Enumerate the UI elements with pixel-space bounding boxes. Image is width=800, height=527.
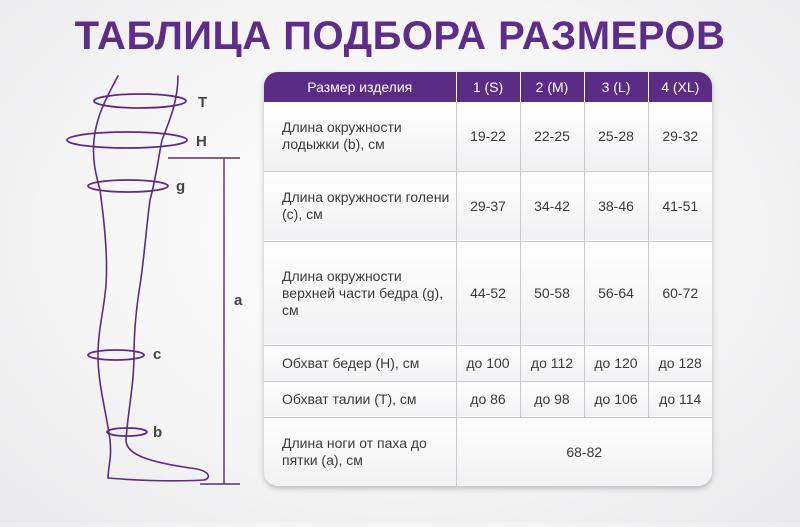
- label-g: g: [176, 178, 186, 195]
- table-cell: 25-28: [584, 102, 649, 172]
- table-cell: до 100: [456, 345, 521, 382]
- table-cell: 38-46: [584, 171, 649, 242]
- table-cell: до 120: [584, 345, 649, 382]
- table-cell: 29-32: [648, 102, 712, 172]
- leg-diagram: T H g a c b: [0, 0, 260, 522]
- table-cell: до 86: [456, 381, 521, 418]
- label-h: H: [196, 133, 207, 150]
- table-cell: до 128: [648, 345, 712, 382]
- label-a: a: [234, 292, 243, 309]
- label-c: c: [153, 346, 162, 363]
- table-cell: до 98: [520, 381, 585, 418]
- page-title: ТАБЛИЦА ПОДБОРА РАЗМЕРОВ: [74, 14, 726, 58]
- table-row: Длина окружности лодыжки (b), см 19-22 2…: [264, 102, 712, 172]
- table-cell: 56-64: [584, 241, 649, 346]
- table-row: Обхват талии (T), см до 86 до 98 до 106 …: [264, 381, 712, 418]
- row-label: Длина ноги от паха до пятки (a), см: [264, 417, 457, 486]
- row-label: Длина окружности лодыжки (b), см: [264, 102, 457, 172]
- header-s: 1 (S): [456, 72, 521, 102]
- table-cell: до 106: [584, 381, 649, 418]
- size-table-container: Размер изделия 1 (S) 2 (M) 3 (L) 4 (XL) …: [264, 72, 712, 486]
- table-cell: 34-42: [520, 171, 585, 242]
- label-t: T: [198, 94, 208, 111]
- table-cell: до 112: [520, 345, 585, 382]
- row-label: Длина окружности верхней части бедра (g)…: [264, 241, 457, 346]
- table-cell-merged: 68-82: [456, 417, 712, 486]
- table-cell: 60-72: [648, 241, 712, 346]
- table-cell: до 114: [648, 381, 712, 418]
- header-l: 3 (L): [584, 72, 649, 102]
- table-header-row: Размер изделия 1 (S) 2 (M) 3 (L) 4 (XL): [264, 72, 712, 102]
- table-row: Обхват бедер (H), см до 100 до 112 до 12…: [264, 345, 712, 382]
- table-row: Длина ноги от паха до пятки (a), см 68-8…: [264, 417, 712, 486]
- table-row: Длина окружности голени (c), см 29-37 34…: [264, 171, 712, 242]
- table-cell: 19-22: [456, 102, 521, 172]
- label-b: b: [153, 424, 163, 441]
- size-table: Размер изделия 1 (S) 2 (M) 3 (L) 4 (XL) …: [264, 72, 712, 486]
- row-label: Длина окружности голени (c), см: [264, 171, 457, 242]
- header-m: 2 (M): [520, 72, 585, 102]
- header-size: Размер изделия: [264, 72, 457, 102]
- table-cell: 29-37: [456, 171, 521, 242]
- table-row: Длина окружности верхней части бедра (g)…: [264, 241, 712, 346]
- table-cell: 41-51: [648, 171, 712, 242]
- header-xl: 4 (XL): [648, 72, 712, 102]
- row-label: Обхват бедер (H), см: [264, 345, 457, 382]
- leg-outline-graphic: [66, 75, 240, 485]
- table-cell: 44-52: [456, 241, 521, 346]
- table-cell: 22-25: [520, 102, 585, 172]
- table-cell: 50-58: [520, 241, 585, 346]
- row-label: Обхват талии (T), см: [264, 381, 457, 418]
